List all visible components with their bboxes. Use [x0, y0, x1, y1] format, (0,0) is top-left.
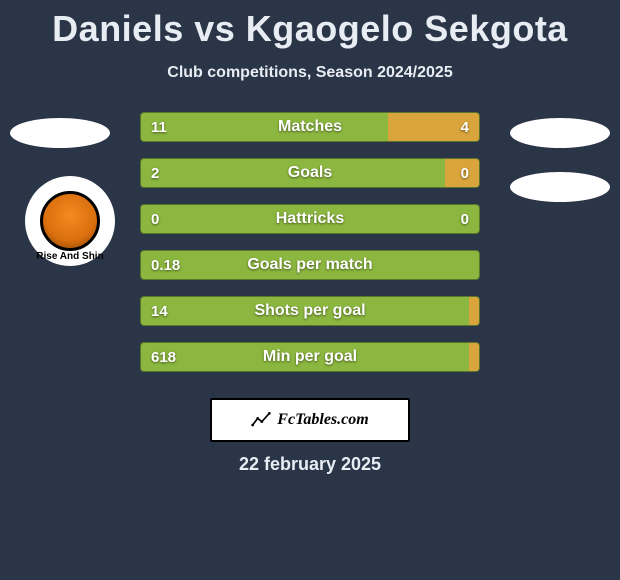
source-label: FcTables.com	[277, 411, 368, 429]
stat-value-right: 4	[451, 113, 479, 141]
player-badge-right-1	[510, 118, 610, 148]
stat-label: Matches	[141, 113, 479, 141]
stat-row: 11Matches4	[140, 112, 480, 142]
player-badge-left-1	[10, 118, 110, 148]
stat-row: 618Min per goal	[140, 342, 480, 372]
crest-motto: Rise And Shin	[25, 251, 115, 262]
stat-value-right	[459, 343, 479, 371]
stat-value-right	[459, 251, 479, 279]
stat-row: 2Goals0	[140, 158, 480, 188]
chart-icon	[251, 410, 271, 430]
page-title: Daniels vs Kgaogelo Sekgota	[0, 0, 620, 50]
stat-label: Goals	[141, 159, 479, 187]
stat-bars: 11Matches42Goals00Hattricks00.18Goals pe…	[140, 112, 480, 388]
player-badge-right-2	[510, 172, 610, 202]
date-label: 22 february 2025	[0, 454, 620, 475]
source-badge[interactable]: FcTables.com	[210, 398, 410, 442]
stat-value-right: 0	[451, 205, 479, 233]
stat-label: Shots per goal	[141, 297, 479, 325]
stat-value-right	[459, 297, 479, 325]
stat-label: Min per goal	[141, 343, 479, 371]
stat-value-right: 0	[451, 159, 479, 187]
stat-row: 14Shots per goal	[140, 296, 480, 326]
stat-row: 0Hattricks0	[140, 204, 480, 234]
stat-row: 0.18Goals per match	[140, 250, 480, 280]
stat-label: Goals per match	[141, 251, 479, 279]
club-crest-left: Rise And Shin	[25, 176, 115, 266]
subtitle: Club competitions, Season 2024/2025	[0, 64, 620, 82]
stat-label: Hattricks	[141, 205, 479, 233]
